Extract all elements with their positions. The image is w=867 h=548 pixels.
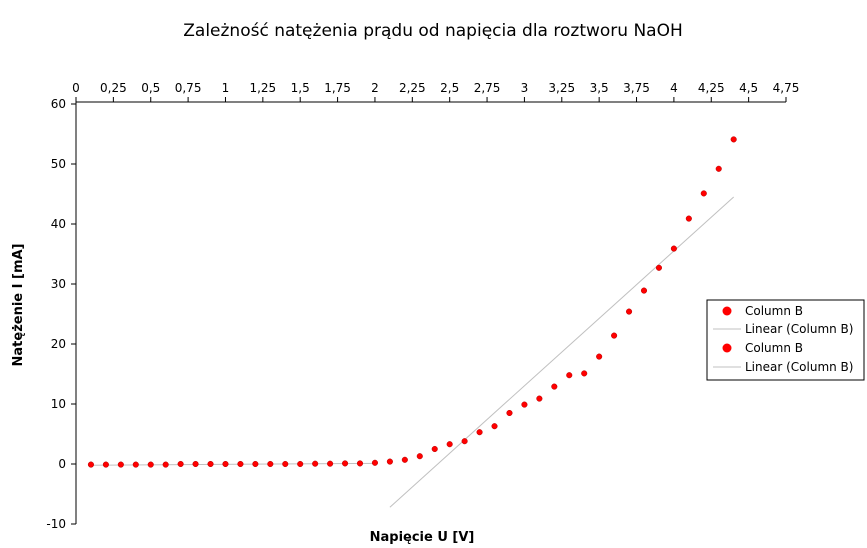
data-point [282, 460, 289, 468]
data-point [162, 461, 169, 468]
data-point [431, 445, 438, 453]
x-tick-label: 2 [371, 81, 379, 95]
data-point [207, 460, 214, 468]
x-tick-label: 3 [521, 81, 529, 95]
y-tick-label: 30 [51, 277, 66, 291]
data-point [327, 460, 334, 467]
data-point [685, 215, 692, 222]
y-tick-label: 60 [51, 97, 66, 111]
trendline-linear [389, 196, 735, 508]
y-tick-label: -10 [46, 517, 66, 531]
data-point [312, 460, 319, 467]
legend-label-column-b: Column B [745, 304, 803, 318]
x-tick-label: 0 [72, 81, 80, 95]
data-point [117, 461, 124, 468]
data-point [401, 456, 408, 463]
data-point [715, 165, 722, 172]
data-point [267, 460, 274, 468]
x-ticks: 0 0,25 0,5 0,75 1 1,25 1,5 1,75 2 2,25 2,5 2,75 3 3,2… [72, 81, 799, 102]
data-point [446, 441, 453, 448]
x-tick-label: 3,75 [623, 81, 650, 95]
x-tick-label: 2,75 [474, 81, 501, 95]
chart-title: Zależność natężenia prądu od napięcia dl… [183, 21, 683, 41]
data-point [356, 460, 364, 467]
data-point [640, 287, 648, 294]
y-tick-label: 50 [51, 157, 66, 171]
data-point [611, 332, 618, 339]
x-tick-label: 1,75 [324, 81, 351, 95]
y-tick-label: 40 [51, 217, 66, 231]
data-point [371, 459, 378, 466]
data-point [237, 460, 244, 468]
data-point [386, 458, 393, 465]
x-tick-label: 2,25 [399, 81, 426, 95]
data-point [491, 423, 498, 430]
y-tick-label: 0 [58, 457, 66, 471]
data-point [521, 401, 528, 408]
x-tick-label: 4,5 [739, 81, 758, 95]
plot-area [87, 136, 737, 508]
data-point [297, 460, 304, 468]
data-point [252, 460, 259, 468]
data-point [626, 308, 633, 315]
data-point [700, 190, 707, 197]
data-point [506, 409, 513, 417]
data-point [476, 429, 483, 436]
data-point [655, 264, 662, 271]
x-tick-label: 2,5 [440, 81, 459, 95]
x-tick-label: 4,25 [698, 81, 725, 95]
y-ticks: -10 0 10 20 30 40 50 60 [46, 97, 76, 531]
data-point [581, 370, 588, 377]
data-point [222, 460, 229, 468]
x-tick-label: 0,75 [175, 81, 202, 95]
data-point [192, 460, 199, 468]
x-tick-label: 0,5 [141, 81, 160, 95]
x-tick-label: 1,5 [291, 81, 310, 95]
data-point [551, 383, 558, 390]
x-axis-label: Napięcie U [V] [370, 530, 475, 545]
data-point [102, 461, 109, 468]
legend: Column B Linear (Column B) Column B Line… [706, 299, 865, 381]
x-tick-label: 0,25 [100, 81, 127, 95]
legend-label-linear-2: Linear (Column B) [745, 360, 853, 374]
data-point [536, 395, 543, 402]
data-point [177, 460, 184, 468]
data-point [596, 353, 603, 360]
y-tick-label: 10 [51, 397, 66, 411]
data-point [132, 461, 139, 468]
x-tick-label: 3,5 [590, 81, 609, 95]
x-tick-label: 4 [670, 81, 678, 95]
data-point [416, 453, 423, 460]
x-tick-label: 1,25 [249, 81, 276, 95]
legend-label-column-b-2: Column B [745, 341, 803, 355]
data-point [461, 438, 468, 445]
legend-marker-column-b [722, 306, 732, 316]
y-tick-label: 20 [51, 337, 66, 351]
x-tick-label: 3,25 [548, 81, 575, 95]
data-point [670, 245, 677, 252]
data-point [342, 460, 349, 467]
x-tick-label: 1 [222, 81, 230, 95]
legend-label-linear: Linear (Column B) [745, 322, 853, 336]
data-point [566, 372, 573, 379]
x-tick-label: 4,75 [773, 81, 800, 95]
data-point [730, 136, 737, 143]
legend-marker-column-b-2 [722, 343, 732, 353]
data-point [87, 461, 94, 468]
data-point [147, 461, 154, 468]
y-axis-label: Natężenie I [mA] [11, 244, 26, 367]
